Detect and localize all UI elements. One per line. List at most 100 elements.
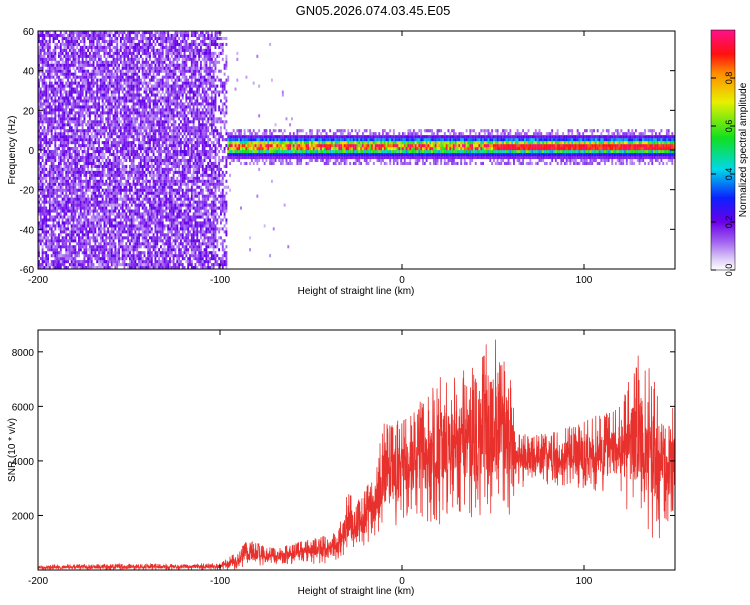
- spectrogram-cell: [156, 141, 159, 145]
- spectrogram-cell: [41, 69, 44, 73]
- spectrogram-cell: [74, 152, 77, 157]
- spectrogram-cell: [107, 212, 110, 216]
- spectrogram-cell: [154, 215, 157, 219]
- spectrogram-cell: [39, 161, 42, 165]
- spectrogram-cell: [108, 215, 111, 219]
- spectrogram-cell: [159, 78, 162, 82]
- spectrogram-cell: [165, 203, 168, 207]
- spectrogram-cell: [79, 117, 82, 121]
- spectrogram-cell: [141, 66, 144, 70]
- spectrogram-cell: [61, 150, 64, 154]
- spectrogram-cell: [83, 233, 86, 237]
- spectrogram-cell: [38, 158, 40, 163]
- spectrogram-cell: [119, 227, 122, 231]
- spectrogram-cell: [85, 209, 88, 213]
- spectrogram-cell: [67, 194, 70, 198]
- spectrogram-cell: [114, 215, 117, 219]
- spectrogram-cell: [52, 191, 55, 195]
- spectrogram-cell: [39, 188, 42, 192]
- spectrogram-cell: [159, 182, 162, 186]
- spectrogram-cell: [105, 69, 108, 73]
- spectrogram-cell: [134, 102, 137, 106]
- spectrogram-cell: [107, 132, 110, 136]
- spectrogram-cell: [121, 51, 124, 55]
- spectrogram-cell: [141, 158, 144, 163]
- spectrogram-cell: [134, 72, 137, 76]
- spectrogram-cell: [114, 188, 117, 192]
- spectrogram-cell: [145, 42, 148, 46]
- spectrogram-cell: [54, 206, 57, 210]
- spectrogram-cell: [99, 224, 102, 228]
- spectrogram-cell: [138, 144, 140, 148]
- spectrogram-cell: [81, 191, 84, 195]
- spectrogram-cell: [56, 81, 59, 85]
- spectrogram-cell: [123, 185, 126, 189]
- spectrogram-cell: [169, 179, 171, 183]
- spectrogram-cell: [105, 224, 108, 228]
- spectrogram-cell: [163, 111, 166, 115]
- spectrogram-cell: [143, 72, 146, 76]
- spectrogram-cell: [98, 105, 100, 109]
- spectrogram-cell: [145, 263, 148, 267]
- spectrogram-cell: [72, 132, 75, 136]
- spectrogram-cell: [108, 150, 111, 154]
- spectrogram-cell: [116, 45, 119, 49]
- spectrogram-cell: [88, 209, 91, 213]
- spectrogram-cell: [45, 167, 48, 171]
- spectrogram-cell: [123, 212, 126, 216]
- spectrogram-cell: [39, 197, 42, 201]
- spectrogram-cell: [174, 239, 177, 243]
- spectrogram-cell: [88, 39, 91, 44]
- spectrogram-cell: [132, 239, 135, 243]
- spectrogram-cell: [94, 141, 97, 145]
- spectrogram-cell: [41, 72, 44, 76]
- spectrogram-cell: [50, 66, 53, 70]
- spectrogram-cell: [116, 120, 119, 124]
- spectrogram-cell: [156, 236, 159, 240]
- spectrogram-cell: [47, 248, 49, 252]
- spectrogram-cell: [119, 99, 122, 103]
- spectrogram-cell: [172, 164, 175, 168]
- spectrogram-cell: [127, 129, 130, 133]
- spectrogram-cell: [130, 245, 133, 249]
- spectrogram-cell: [96, 179, 99, 183]
- spectrogram-cell: [96, 188, 99, 192]
- spectrogram-cell: [114, 155, 117, 160]
- spectrogram-cell: [54, 150, 57, 154]
- spectrogram-cell: [147, 132, 150, 136]
- spectrogram-cell: [147, 31, 150, 35]
- spectrogram-cell: [149, 39, 151, 44]
- spectrogram-cell: [96, 129, 99, 133]
- spectrogram-cell: [132, 245, 135, 249]
- spectrogram-cell: [172, 188, 175, 192]
- spectrogram-cell: [101, 87, 104, 91]
- spectrogram-cell: [169, 152, 171, 157]
- spectrogram-cell: [118, 75, 120, 79]
- spectrogram-cell: [119, 84, 122, 88]
- spectrogram-cell: [158, 111, 161, 115]
- spectrogram-cell: [59, 108, 62, 112]
- spectrogram-cell: [52, 203, 55, 207]
- spectrogram-cell: [147, 102, 150, 106]
- spectrogram-cell: [54, 120, 57, 124]
- spectrogram-cell: [85, 200, 88, 204]
- spectrogram-cell: [41, 188, 44, 192]
- spectrogram-cell: [138, 260, 140, 264]
- spectrogram-cell: [172, 224, 175, 228]
- spectrogram-cell: [81, 138, 84, 142]
- spectrogram-cell: [118, 93, 120, 97]
- spectrogram-cell: [108, 197, 111, 201]
- spectrogram-cell: [121, 33, 124, 38]
- spectrogram-cell: [85, 233, 88, 237]
- spectrogram-cell: [65, 144, 68, 148]
- spectrogram-cell: [45, 33, 48, 38]
- spectrogram-cell: [167, 161, 170, 165]
- spectrogram-cell: [88, 60, 91, 64]
- spectrogram-cell: [81, 164, 84, 168]
- spectrogram-cell: [139, 45, 142, 49]
- spectrogram-cell: [114, 120, 117, 124]
- spectrogram-cell: [112, 167, 115, 171]
- spectrogram-cell: [108, 185, 111, 189]
- spectrogram-cell: [56, 188, 59, 192]
- spectrogram-cell: [56, 266, 59, 269]
